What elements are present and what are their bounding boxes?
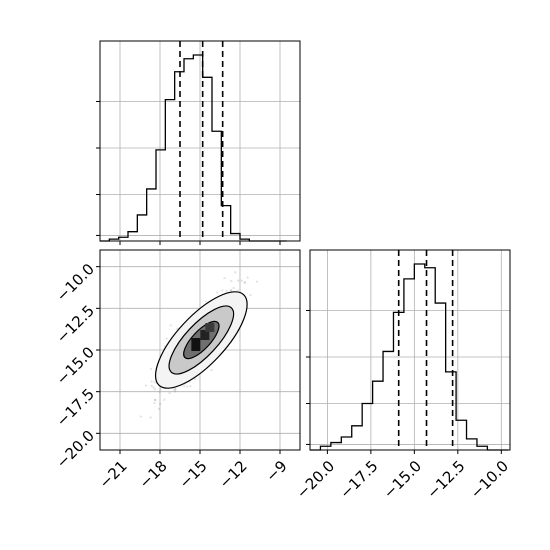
data-point [174,388,177,391]
y-tick-label-4: −10.0 [53,260,98,305]
data-point [243,281,246,284]
data-point [221,289,224,292]
x-tick-label-2: −15 [176,457,211,492]
data-point [168,391,171,395]
y-tick-label-0: −20.0 [53,427,98,472]
data-point [149,416,152,419]
data-point [174,387,177,390]
data-point [173,388,176,391]
density-peak-cell [205,323,215,332]
density-peak-cell [191,338,201,351]
x-tick-label-4: −9 [262,457,290,485]
data-point [158,390,161,394]
x-tick-label-2: −15.0 [380,457,425,502]
data-point [144,384,148,387]
data-point [237,279,240,282]
hist-1-grid [100,41,300,241]
data-point [249,293,252,297]
data-point [153,401,156,404]
data-point [229,288,232,292]
scatter-frame [99,249,301,451]
data-point [244,281,247,284]
data-point [240,279,243,282]
hist-2-frame [309,249,511,451]
data-point [255,280,259,283]
data-point [186,385,189,388]
data-point [153,399,157,402]
x-tick-label-1: −17.5 [336,457,381,502]
data-point [153,388,157,391]
data-point [165,337,168,340]
data-point [163,398,166,401]
data-point [205,300,208,303]
hist-1-ticks [96,101,281,245]
data-point [173,390,177,393]
y-tick-label-2: −15.0 [53,343,98,388]
data-point [193,378,197,381]
hist-1-frame [99,40,301,242]
data-point [152,386,155,389]
data-point [216,291,219,294]
data-point [246,276,249,279]
hist-2-panel: −20.0−17.5−15.0−12.5−10.0 [293,249,512,502]
x-tick-label-3: −12 [216,457,251,492]
hist-1-panel [96,40,301,245]
x-tick-label-3: −12.5 [423,457,468,502]
density-peak-cell [200,330,210,340]
data-point [234,271,237,274]
data-point [150,380,153,383]
data-point [159,388,162,391]
scatter-panel: −21 −18 −15 −12 −9 −20.0−17.5−15.0−12.5−10.0 [53,249,301,492]
data-point [225,289,228,292]
data-point [176,327,179,330]
hist-2-ticks: −20.0−17.5−15.0−12.5−10.0 [293,310,512,502]
hist-1-steps [100,54,287,242]
data-point [157,407,161,410]
x-tick-label-1: −18 [136,457,171,492]
data-point [230,280,233,283]
scatter-grid [100,250,300,450]
hist-2-quantile-lines [397,250,454,450]
data-point [169,324,172,327]
data-point [236,289,239,292]
hist-1-quantile-lines [179,41,224,241]
y-tick-label-3: −12.5 [53,302,98,347]
data-point [232,286,235,290]
data-point [154,398,157,401]
hist-2-steps [310,263,509,451]
x-tick-label-0: −20.0 [293,457,338,502]
data-point [230,289,233,292]
data-point [189,384,192,388]
data-point [210,369,213,372]
density-contours [154,291,248,389]
data-point [183,385,186,388]
y-tick-label-1: −17.5 [53,385,98,430]
data-point [149,367,153,371]
hist-2-grid [310,250,510,450]
x-tick-label-0: −21 [96,457,131,492]
data-point [153,381,156,384]
data-point [159,402,162,406]
data-point [150,384,153,387]
data-point [139,415,142,418]
data-point [223,277,226,280]
x-tick-label-4: −10.0 [467,457,512,502]
